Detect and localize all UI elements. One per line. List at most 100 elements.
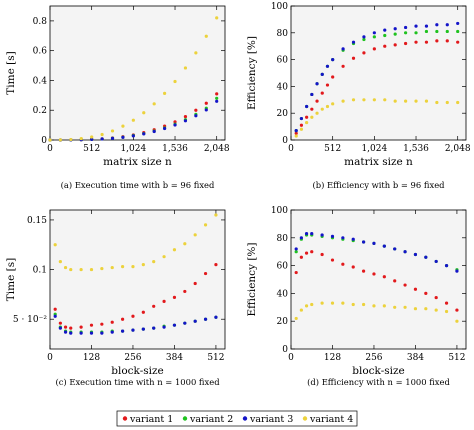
data-point [444,309,449,314]
data-point [382,244,386,248]
data-point [372,35,376,39]
data-point [341,301,345,305]
x-tick-label: 1,536 [162,144,188,154]
series-variant-3 [53,314,218,335]
data-point [383,98,387,102]
data-point [413,307,418,311]
series-variant-3 [294,232,459,273]
y-axis-label: Efficiency [%] [246,242,258,316]
data-point [393,27,397,31]
data-point [152,260,156,264]
data-point [404,41,408,46]
panel-a: 0 512 1,024 1,536 2,048 0 0.2 0.4 0.6 0.8 matrix s… [5,5,230,190]
data-point [403,305,407,309]
data-point [299,123,304,127]
data-point [444,301,449,305]
plot-area [290,5,467,141]
data-point [131,314,135,318]
y-tick-label: 0.1 [33,266,47,276]
x-tick-label: 0 [288,353,294,363]
y-axis-label: Time [s] [5,258,17,301]
data-point [372,31,376,35]
data-point [315,82,319,86]
data-point [214,213,218,217]
series-variant-3 [294,21,460,133]
data-point [435,39,439,43]
y-tick-label: 0.6 [33,47,48,57]
data-point [403,250,407,254]
data-point [131,264,135,269]
data-point [315,111,319,115]
data-point [63,330,68,334]
data-point [194,114,198,118]
data-point [89,267,94,272]
data-point [63,325,68,329]
data-point [172,323,177,327]
data-point [320,107,324,111]
data-point [163,126,167,131]
data-point [372,98,376,102]
data-point [351,265,355,269]
data-point [193,281,197,286]
data-point [48,138,52,142]
data-point [445,29,449,34]
y-axis-label: Time [s] [5,51,17,94]
x-tick-label: 512 [207,353,224,363]
data-point [152,304,156,308]
data-point [294,247,298,251]
x-tick-label: 1,024 [361,144,387,154]
y-tick-label: 0.4 [33,76,48,86]
data-point [89,323,94,327]
data-point [382,304,386,308]
data-point [413,287,418,291]
data-point [172,295,177,299]
data-point [294,129,298,133]
data-point [215,16,219,20]
data-point [110,265,114,270]
data-point [393,305,397,309]
data-point [414,40,418,44]
data-point [372,47,376,51]
data-point [393,43,397,47]
data-point [341,64,345,68]
data-point [141,310,145,314]
data-point [325,83,330,87]
data-point [204,101,208,105]
data-point [455,269,459,273]
data-point [100,132,104,137]
data-point [100,331,104,335]
data-point [305,104,309,109]
plot-area [49,209,226,350]
data-point [110,330,114,334]
legend-marker [242,416,248,421]
data-point [152,102,156,106]
data-point [413,252,418,257]
x-tick-label: 512 [448,353,465,363]
legend-label: variant 4 [309,414,353,425]
x-axis-label: block-size [352,365,405,377]
data-point [393,247,397,251]
data-point [445,39,449,43]
data-point [372,304,376,308]
data-point [100,137,104,141]
data-point [456,40,460,44]
data-point [362,98,366,102]
y-axis-label: Efficiency [%] [246,36,258,110]
data-point [304,232,309,236]
data-point [424,307,428,311]
x-tick-label: 256 [365,353,382,363]
series-variant-4 [48,16,219,142]
data-point [341,262,345,266]
data-point [331,102,335,106]
x-tick-label: 0 [47,353,53,363]
series-variant-4 [294,301,459,323]
data-point [58,321,62,325]
y-tick-label: 0.15 [27,216,47,226]
data-point [404,99,408,103]
legend-marker [182,416,188,421]
data-point [393,32,397,36]
legend-label: variant 1 [129,414,173,425]
data-point [310,92,314,97]
legend-box [116,410,358,427]
data-point [435,29,439,34]
